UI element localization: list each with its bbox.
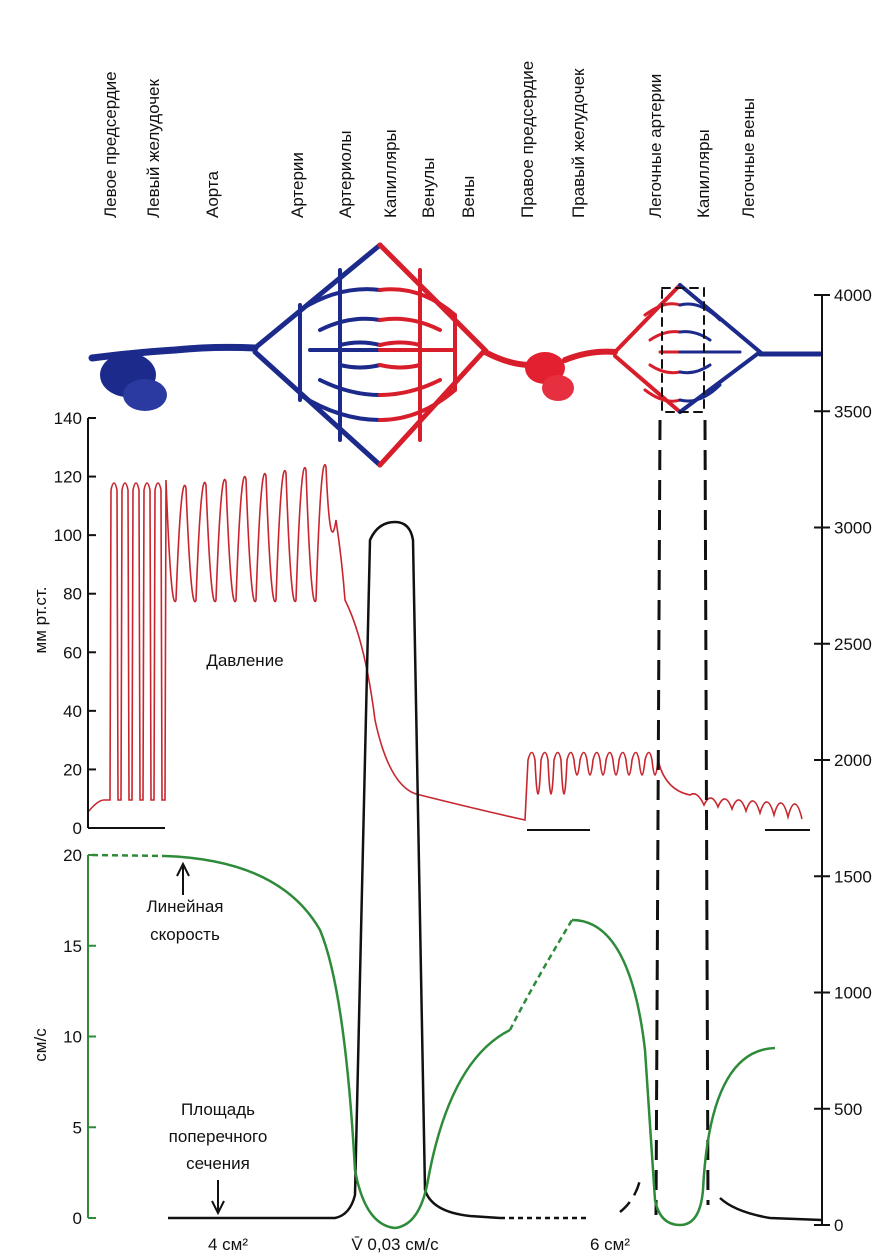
area-curve: [168, 419, 823, 1222]
bottom-label: V̄ 0,03 см/с: [351, 1235, 439, 1254]
tick-label: 0: [73, 819, 82, 838]
velocity-axis-label: см/с: [31, 1028, 50, 1062]
tick-label: 20: [63, 760, 82, 779]
tick-label: 2500: [834, 635, 872, 654]
tick-label: 20: [63, 846, 82, 865]
column-label: Капилляры: [381, 129, 400, 218]
area-label: сечения: [186, 1154, 250, 1173]
column-label: Вены: [459, 176, 478, 218]
tick-label: 10: [63, 1028, 82, 1047]
tick-label: 120: [54, 468, 82, 487]
column-label: Артерии: [288, 152, 307, 218]
pressure-curve: [87, 464, 803, 821]
tick-label: 15: [63, 937, 82, 956]
tick-label: 1000: [834, 984, 872, 1003]
pressure-axis-label: мм рт.ст.: [31, 587, 50, 654]
column-label: Легочные вены: [739, 98, 758, 218]
tick-label: 40: [63, 702, 82, 721]
tick-label: 3000: [834, 519, 872, 538]
tick-label: 60: [63, 643, 82, 662]
column-label: Левый желудочек: [144, 78, 163, 218]
velocity-curve: [91, 853, 776, 1230]
column-label: Левое предсердие: [101, 71, 120, 218]
arrow: [211, 1180, 225, 1216]
tick-label: 2000: [834, 751, 872, 770]
column-label: Венулы: [419, 158, 438, 218]
tick-label: 500: [834, 1100, 862, 1119]
tick-label: 140: [54, 409, 82, 428]
tick-label: 1500: [834, 867, 872, 886]
tick-label: 100: [54, 526, 82, 545]
tick-label: 5: [73, 1118, 82, 1137]
column-label: Артериолы: [336, 130, 355, 218]
column-label: Капилляры: [694, 129, 713, 218]
pressure-label: Давление: [206, 651, 283, 670]
pressure-axis: [87, 418, 810, 831]
column-label: Легочные артерии: [646, 74, 665, 218]
column-label: Правый желудочек: [569, 68, 588, 218]
tick-label: 4000: [834, 286, 872, 305]
velocity-label: Линейная: [146, 897, 223, 916]
tick-label: 3500: [834, 402, 872, 421]
tick-label: 0: [834, 1216, 843, 1235]
column-label: Правое предсердие: [518, 61, 537, 218]
tick-label: 0: [73, 1209, 82, 1228]
arrow: [176, 861, 190, 895]
area-label: поперечного: [169, 1127, 268, 1146]
column-label: Аорта: [203, 171, 222, 218]
vessel-illustration: [88, 242, 823, 468]
bottom-label: 4 см²: [208, 1235, 248, 1254]
area-label: Площадь: [181, 1100, 255, 1119]
bottom-label: 6 см²: [590, 1235, 630, 1254]
velocity-label: скорость: [150, 925, 220, 944]
tick-label: 80: [63, 585, 82, 604]
